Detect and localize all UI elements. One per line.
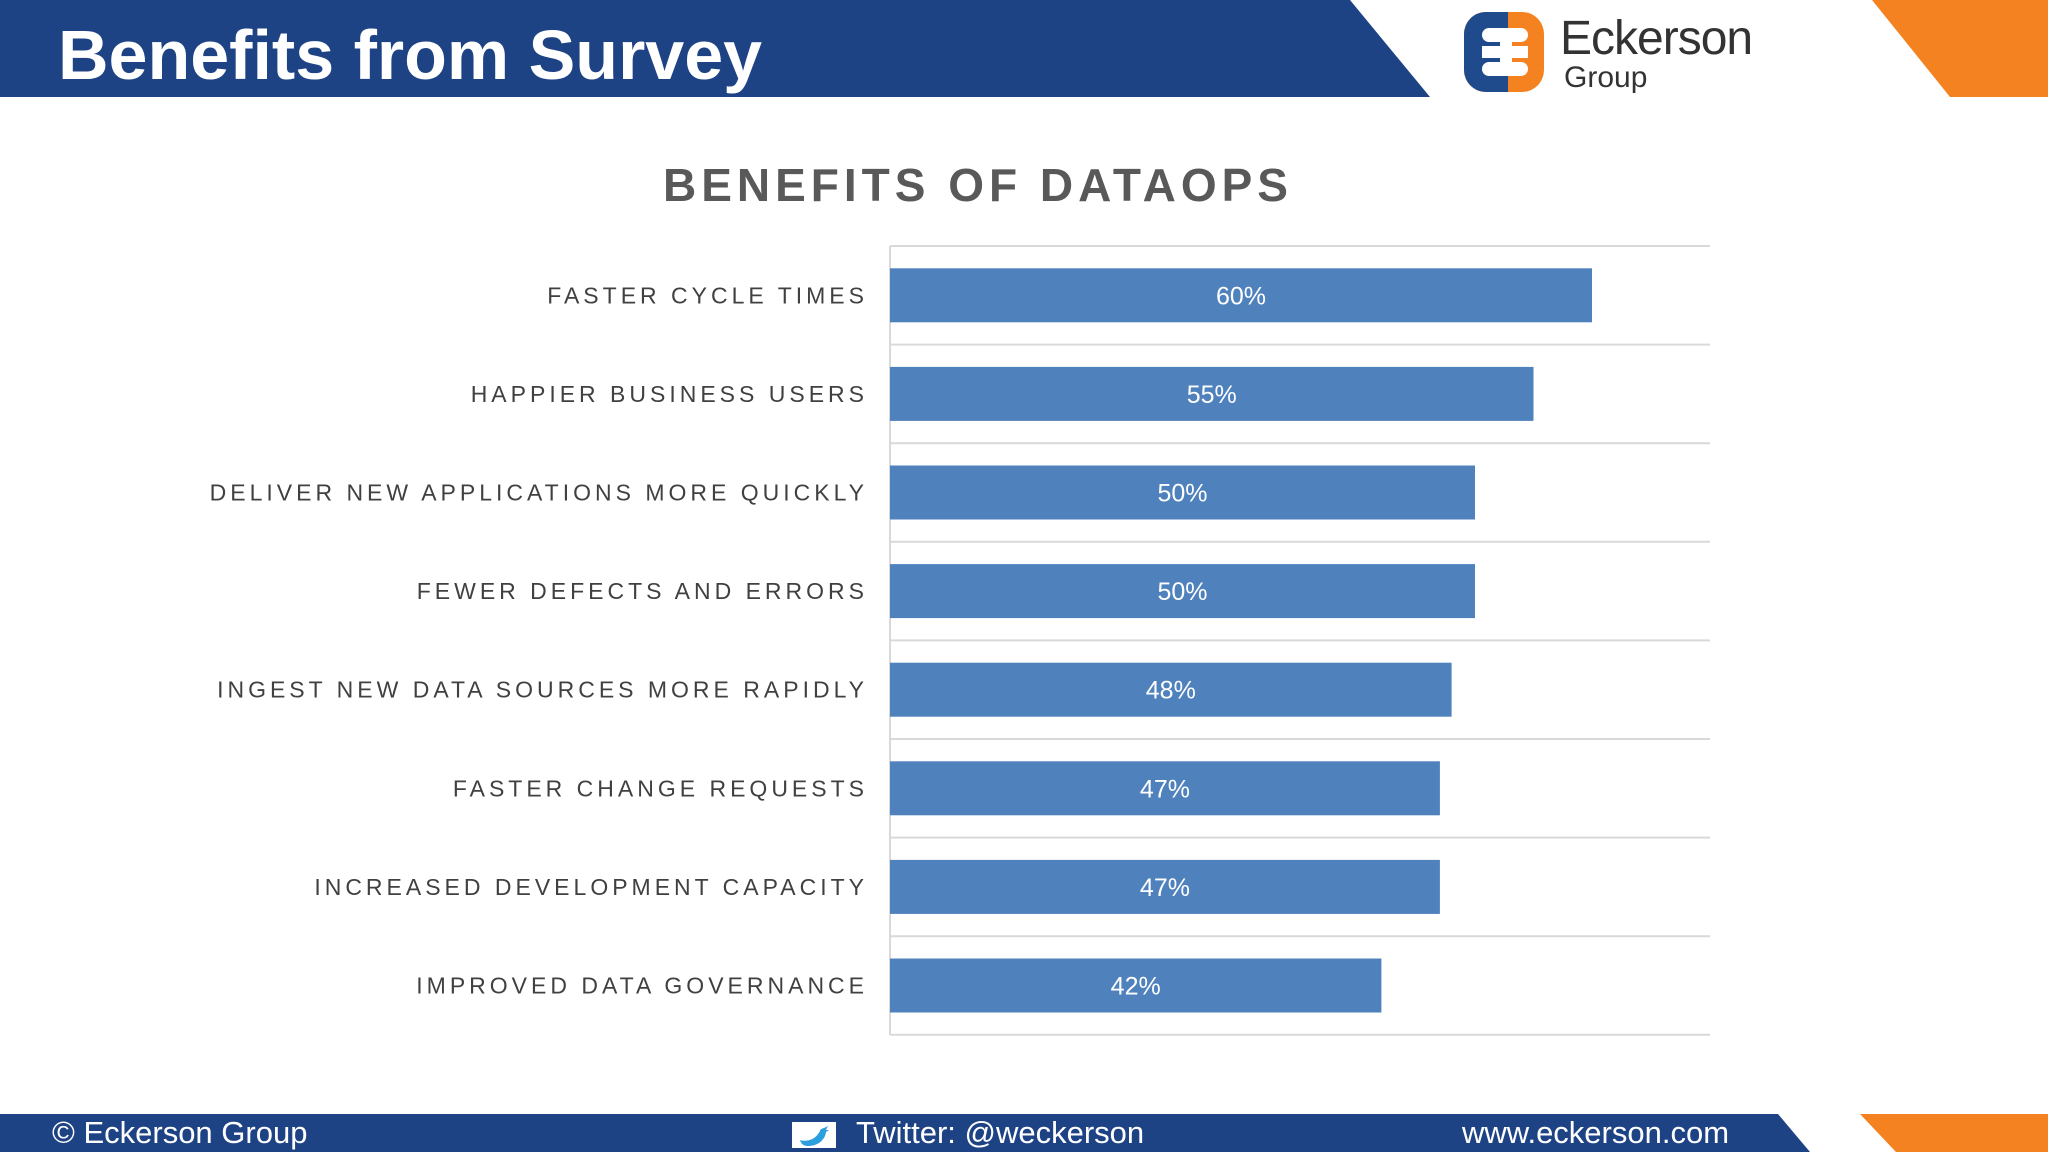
category-label: FASTER CHANGE REQUESTS xyxy=(453,775,868,801)
value-label: 47% xyxy=(1140,874,1190,902)
value-label: 47% xyxy=(1140,775,1190,803)
chart-bars xyxy=(890,268,1592,1013)
category-label: INGEST NEW DATA SOURCES MORE RAPIDLY xyxy=(217,677,868,703)
bar xyxy=(890,958,1382,1013)
logo-subtitle: Group xyxy=(1564,61,1648,94)
category-label: FASTER CYCLE TIMES xyxy=(547,282,868,308)
bar xyxy=(890,465,1475,520)
footer-navy-band xyxy=(0,1114,1810,1152)
bar xyxy=(890,662,1452,717)
bar xyxy=(890,859,1440,914)
bar xyxy=(890,761,1440,816)
bar xyxy=(890,268,1592,323)
bar xyxy=(890,366,1534,421)
footer-twitter-handle[interactable]: Twitter: @weckerson xyxy=(856,1115,1145,1150)
eckerson-logo: Eckerson Group xyxy=(1460,6,1800,96)
header-banner xyxy=(0,0,2048,97)
value-label: 50% xyxy=(1157,578,1207,606)
footer-copyright: © Eckerson Group xyxy=(52,1115,308,1150)
logo-name: Eckerson xyxy=(1560,12,1753,65)
page-title: Benefits from Survey xyxy=(58,16,763,94)
footer-website-link[interactable]: www.eckerson.com xyxy=(1462,1115,1730,1150)
category-label: INCREASED DEVELOPMENT CAPACITY xyxy=(314,874,868,900)
eckerson-logo-icon xyxy=(1464,12,1544,92)
twitter-bird-icon[interactable] xyxy=(792,1120,836,1148)
value-label: 42% xyxy=(1111,973,1161,1001)
value-label: 55% xyxy=(1187,381,1237,409)
chart-value-labels: 60% 55% 50% 50% 48% 47% 47% 42% xyxy=(1111,282,1266,1000)
value-label: 60% xyxy=(1216,282,1266,310)
chart-gridlines xyxy=(889,245,1710,1036)
chart-category-labels: FASTER CYCLE TIMES HAPPIER BUSINESS USERS… xyxy=(210,282,868,999)
header-navy-band xyxy=(0,0,1430,97)
footer-orange-accent xyxy=(1860,1114,2048,1152)
chart-title: BENEFITS OF DATAOPS xyxy=(663,159,1293,211)
footer-banner xyxy=(0,1114,2048,1152)
bar xyxy=(890,564,1475,619)
category-label: IMPROVED DATA GOVERNANCE xyxy=(416,973,868,999)
category-label: DELIVER NEW APPLICATIONS MORE QUICKLY xyxy=(210,480,868,506)
value-label: 48% xyxy=(1146,677,1196,705)
benefits-bar-chart: BENEFITS OF DATAOPS FASTER CYCLE TIMES HA… xyxy=(210,159,1710,1036)
category-label: FEWER DEFECTS AND ERRORS xyxy=(417,578,868,604)
header-orange-accent xyxy=(1872,0,2048,97)
value-label: 50% xyxy=(1157,480,1207,508)
category-label: HAPPIER BUSINESS USERS xyxy=(471,381,868,407)
